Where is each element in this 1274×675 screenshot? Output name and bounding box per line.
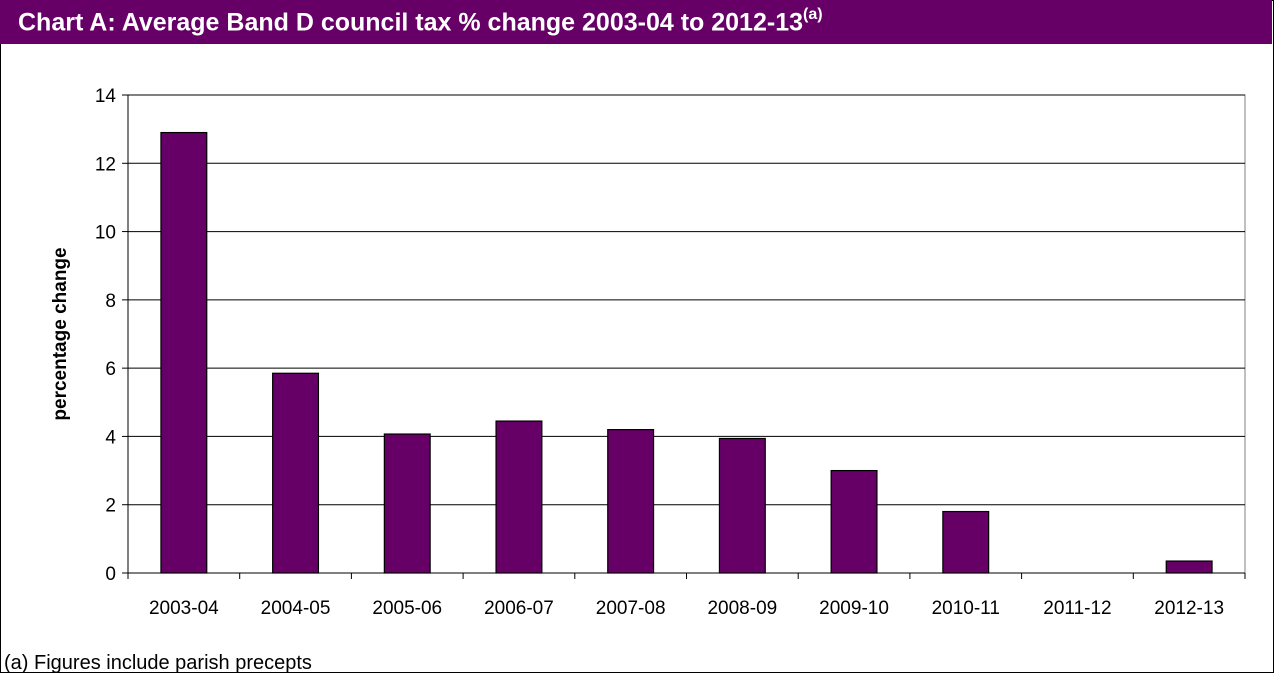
bar: [942, 510, 990, 574]
chart-title-superscript: (a): [803, 6, 823, 23]
bar: [160, 131, 208, 574]
bar: [830, 469, 878, 574]
y-tick-label: 6: [105, 359, 116, 380]
x-tick-label: 2005-06: [372, 598, 442, 619]
x-tick-label: 2006-07: [484, 598, 554, 619]
x-tick-label: 2011-12: [1043, 598, 1111, 619]
bar: [495, 420, 543, 574]
x-tick-label: 2012-13: [1154, 598, 1224, 619]
y-tick-label: 10: [95, 223, 116, 244]
chart-title-bar: Chart A: Average Band D council tax % ch…: [0, 0, 1272, 44]
x-tick-label: 2004-05: [261, 598, 331, 619]
y-axis-label: percentage change: [50, 247, 71, 420]
x-tick-label: 2007-08: [596, 598, 666, 619]
y-tick-label: 8: [105, 291, 116, 312]
chart-title: Chart A: Average Band D council tax % ch…: [18, 6, 823, 37]
chart-title-main: Chart A: Average Band D council tax % ch…: [18, 8, 803, 37]
bar: [272, 372, 320, 574]
y-tick-label: 0: [105, 564, 116, 585]
y-tick-label: 2: [105, 496, 116, 517]
x-tick-label: 2009-10: [819, 598, 889, 619]
bar: [607, 429, 655, 574]
bar: [718, 437, 766, 574]
y-tick-label: 14: [95, 86, 117, 107]
footnote: (a) Figures include parish precepts: [4, 652, 312, 674]
bar: [383, 433, 431, 574]
x-tick-label: 2010-11: [932, 598, 1000, 619]
x-tick-label: 2003-04: [149, 598, 219, 619]
y-tick-label: 12: [95, 154, 116, 175]
bar: [1165, 560, 1213, 574]
x-tick-label: 2008-09: [707, 598, 777, 619]
bar-chart: 0 2 4 6 8 10 12 14 2003-04 2004-05 2005-06 2006-07 2…: [50, 86, 1246, 619]
y-tick-label: 4: [105, 427, 116, 448]
